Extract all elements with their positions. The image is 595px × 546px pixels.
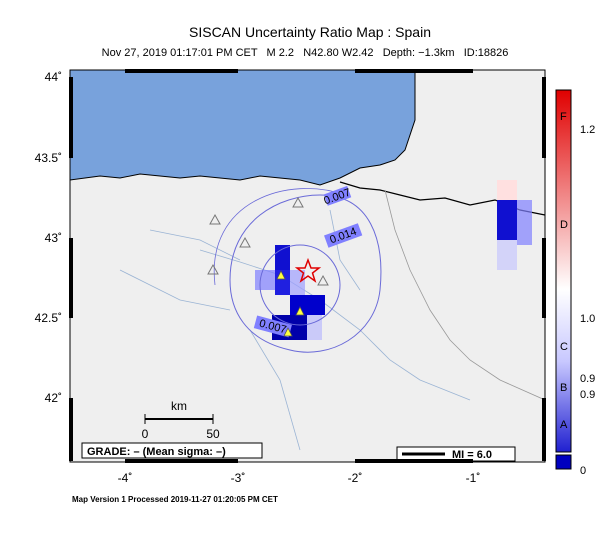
- colorbar-value: 0.9: [580, 389, 595, 401]
- colorbar-letter: B: [560, 382, 567, 394]
- lat-label: 42˚: [45, 391, 62, 405]
- colorbar-letter: A: [560, 419, 568, 431]
- lon-label: -3˚: [231, 471, 246, 485]
- map-area: 0.007 0.014 0.007 km 0 50 GRADE: – (Mean…: [70, 70, 545, 462]
- lat-label: 43.5˚: [35, 151, 62, 165]
- grade: GRADE: – (Mean sigma: –): [87, 446, 226, 458]
- colorbar-letter: F: [560, 111, 567, 123]
- lat-label: 42.5˚: [35, 311, 62, 325]
- colorbar-value: 0: [580, 465, 586, 477]
- lon-label: -2˚: [348, 471, 363, 485]
- colorbar: [555, 89, 572, 453]
- footer: Map Version 1 Processed 2019-11-27 01:20…: [72, 495, 278, 504]
- lon-label: -1˚: [466, 471, 481, 485]
- legend-label: MI = 6.0: [452, 449, 492, 461]
- colorbar-value: 1.0: [580, 313, 595, 325]
- scale-start: 0: [142, 427, 149, 441]
- lat-label: 44˚: [45, 70, 62, 84]
- scale-unit: km: [171, 399, 187, 413]
- subtitle: Nov 27, 2019 01:17:01 PM CET M 2.2 N42.8…: [102, 47, 509, 59]
- epicenter: [294, 257, 322, 283]
- title: SISCAN Uncertainty Ratio Map : Spain: [189, 24, 431, 40]
- colorbar-letter: D: [560, 219, 568, 231]
- scale-end: 50: [206, 427, 220, 441]
- lon-label: -4˚: [118, 471, 133, 485]
- lat-label: 43˚: [45, 231, 62, 245]
- colorbar-letter: C: [560, 341, 568, 353]
- colorbar-value: 1.2: [580, 124, 595, 136]
- colorbar-value: 0.9: [580, 373, 595, 385]
